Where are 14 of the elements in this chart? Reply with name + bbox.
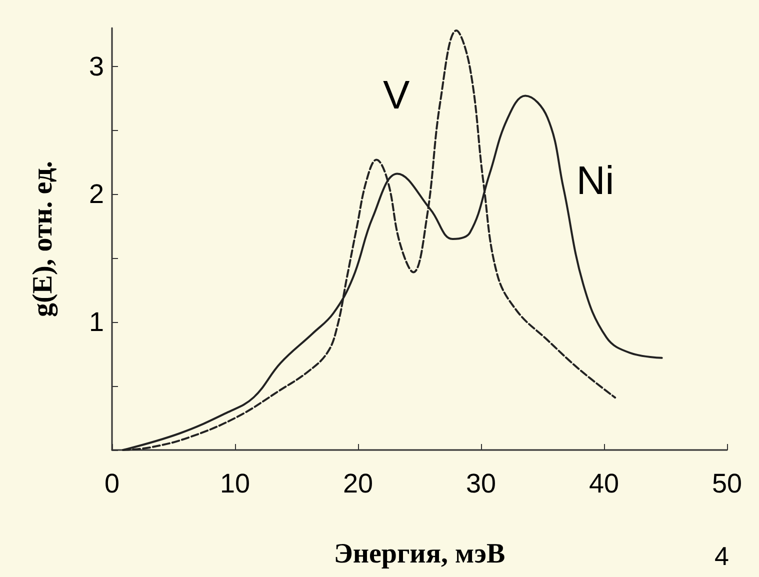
y-tick-label: 3: [88, 51, 104, 82]
text: 4: [714, 541, 730, 571]
series-label: Ni: [576, 158, 614, 203]
y-axis-title: g(E), отн. ед.: [28, 160, 58, 318]
y-tick-label: 1: [88, 307, 104, 338]
x-axis-title: Энергия, мэВ: [334, 538, 506, 570]
x-tick-label: 10: [220, 468, 250, 498]
x-tick-label: 50: [712, 468, 742, 498]
series-label: V: [383, 74, 410, 118]
x-tick-label: 20: [342, 468, 374, 498]
x-tick-label: 0: [104, 468, 120, 498]
y-tick-label: 2: [88, 179, 104, 210]
x-tick-label: 40: [588, 468, 620, 498]
x-tick-label: 30: [466, 468, 496, 498]
